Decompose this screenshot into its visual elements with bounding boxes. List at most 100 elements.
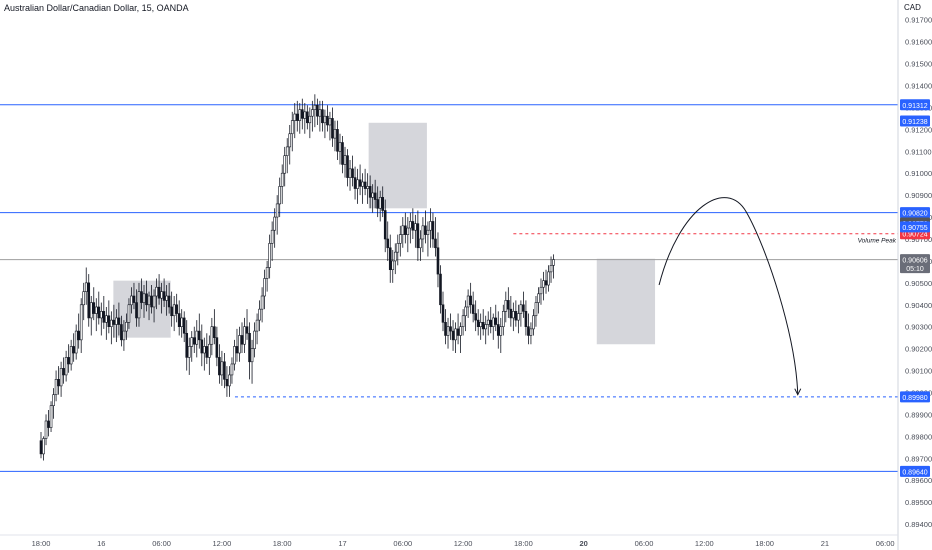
candle-body xyxy=(426,229,430,235)
current-price-label: 0.90606 xyxy=(902,258,927,265)
candle-body xyxy=(434,238,437,249)
y-tick-label: 0.89500 xyxy=(905,498,932,507)
candle-body xyxy=(170,306,173,317)
marker-price-label: 0.90755 xyxy=(902,225,927,232)
candle-body xyxy=(112,319,116,325)
x-tick-label: 18:00 xyxy=(32,539,51,548)
candle-body xyxy=(366,186,369,189)
x-tick-label: 20 xyxy=(580,539,588,548)
candle-body xyxy=(225,379,229,387)
candle-body xyxy=(107,315,111,328)
projection-curve[interactable] xyxy=(658,197,802,396)
candle-body xyxy=(353,177,357,189)
candle-body xyxy=(263,278,266,297)
highlight-box[interactable] xyxy=(368,122,427,209)
candle-body xyxy=(265,267,269,279)
y-tick-label: 0.91600 xyxy=(905,38,932,47)
x-tick-label: 06:00 xyxy=(393,539,412,548)
candle-body xyxy=(100,311,103,319)
x-tick-label: 12:00 xyxy=(454,539,473,548)
candle-body xyxy=(393,251,397,262)
x-tick-label: 18:00 xyxy=(514,539,533,548)
candle-body xyxy=(439,273,442,306)
candle-body xyxy=(155,286,158,297)
candle-body xyxy=(300,109,304,119)
candle-body xyxy=(120,324,123,341)
candle-body xyxy=(205,346,209,358)
candle-body xyxy=(220,361,224,376)
y-tick-label: 0.91500 xyxy=(905,60,932,69)
candle-body xyxy=(504,300,508,312)
y-tick-label: 0.89700 xyxy=(905,454,932,463)
candle-body xyxy=(522,304,525,312)
candle-body xyxy=(539,286,543,295)
candle-body xyxy=(404,225,407,235)
candle-body xyxy=(49,405,53,428)
candle-body xyxy=(308,115,312,124)
candle-body xyxy=(288,133,292,148)
level-price-label: 0.91312 xyxy=(902,103,927,110)
candle-body xyxy=(125,322,128,332)
y-tick-label: 0.89400 xyxy=(905,520,932,529)
candle-body xyxy=(529,328,533,336)
y-tick-label: 0.91000 xyxy=(905,169,932,178)
candle-body xyxy=(542,280,545,288)
candle-body xyxy=(436,247,440,275)
candle-body xyxy=(328,118,332,126)
x-tick-label: 18:00 xyxy=(755,539,774,548)
candle-body xyxy=(376,199,379,209)
highlight-boxes[interactable] xyxy=(113,122,656,345)
candle-body xyxy=(471,304,475,314)
candle-body xyxy=(147,295,151,306)
candle-body xyxy=(167,295,171,308)
candle-body xyxy=(499,326,503,336)
candle-body xyxy=(142,293,146,303)
horizontal-levels[interactable]: Volume Peak xyxy=(0,104,898,472)
level-price-label-bg xyxy=(900,207,930,219)
candle-body xyxy=(177,313,181,328)
candle-body xyxy=(333,129,337,139)
x-tick-label: 12:00 xyxy=(213,539,232,548)
candle-body xyxy=(290,120,294,135)
candle-body xyxy=(160,291,163,299)
candle-body xyxy=(343,155,347,165)
candle-body xyxy=(414,223,417,231)
level-price-label-bg xyxy=(900,99,930,111)
candle-body xyxy=(338,142,342,152)
y-tick-label: 0.90900 xyxy=(905,191,932,200)
candle-body xyxy=(175,304,178,314)
candle-body xyxy=(416,223,420,249)
candle-body xyxy=(165,295,168,301)
candle-body xyxy=(182,317,186,334)
candle-body xyxy=(243,326,246,345)
x-tick-label: 21 xyxy=(821,539,829,548)
projection-arrowhead[interactable] xyxy=(794,388,802,396)
y-tick-label: 0.91400 xyxy=(905,82,932,91)
candle-body xyxy=(145,293,148,306)
y-tick-label: 0.91200 xyxy=(905,125,932,134)
projection-path[interactable] xyxy=(658,197,799,395)
candle-body xyxy=(203,346,206,354)
candle-body xyxy=(89,302,93,319)
highlight-box[interactable] xyxy=(596,258,656,345)
highlight-box[interactable] xyxy=(113,280,171,338)
candle-body xyxy=(444,322,447,336)
candle-body xyxy=(235,346,239,354)
candle-body xyxy=(363,181,367,189)
candle-body xyxy=(105,315,108,323)
candle-body xyxy=(69,346,73,365)
candle-body xyxy=(275,203,279,218)
level-price-label: 0.89640 xyxy=(902,469,927,476)
candle-body xyxy=(454,328,457,341)
marker-price-label-bg xyxy=(900,221,930,233)
level-price-label: 0.90724 xyxy=(902,232,927,239)
candle-body xyxy=(215,337,219,358)
candle-body xyxy=(549,265,553,273)
candle-body xyxy=(501,311,505,328)
candle-body xyxy=(54,379,58,395)
candle-body xyxy=(253,330,256,349)
candle-body xyxy=(82,291,86,306)
candle-body xyxy=(534,302,538,317)
candle-body xyxy=(172,304,176,317)
